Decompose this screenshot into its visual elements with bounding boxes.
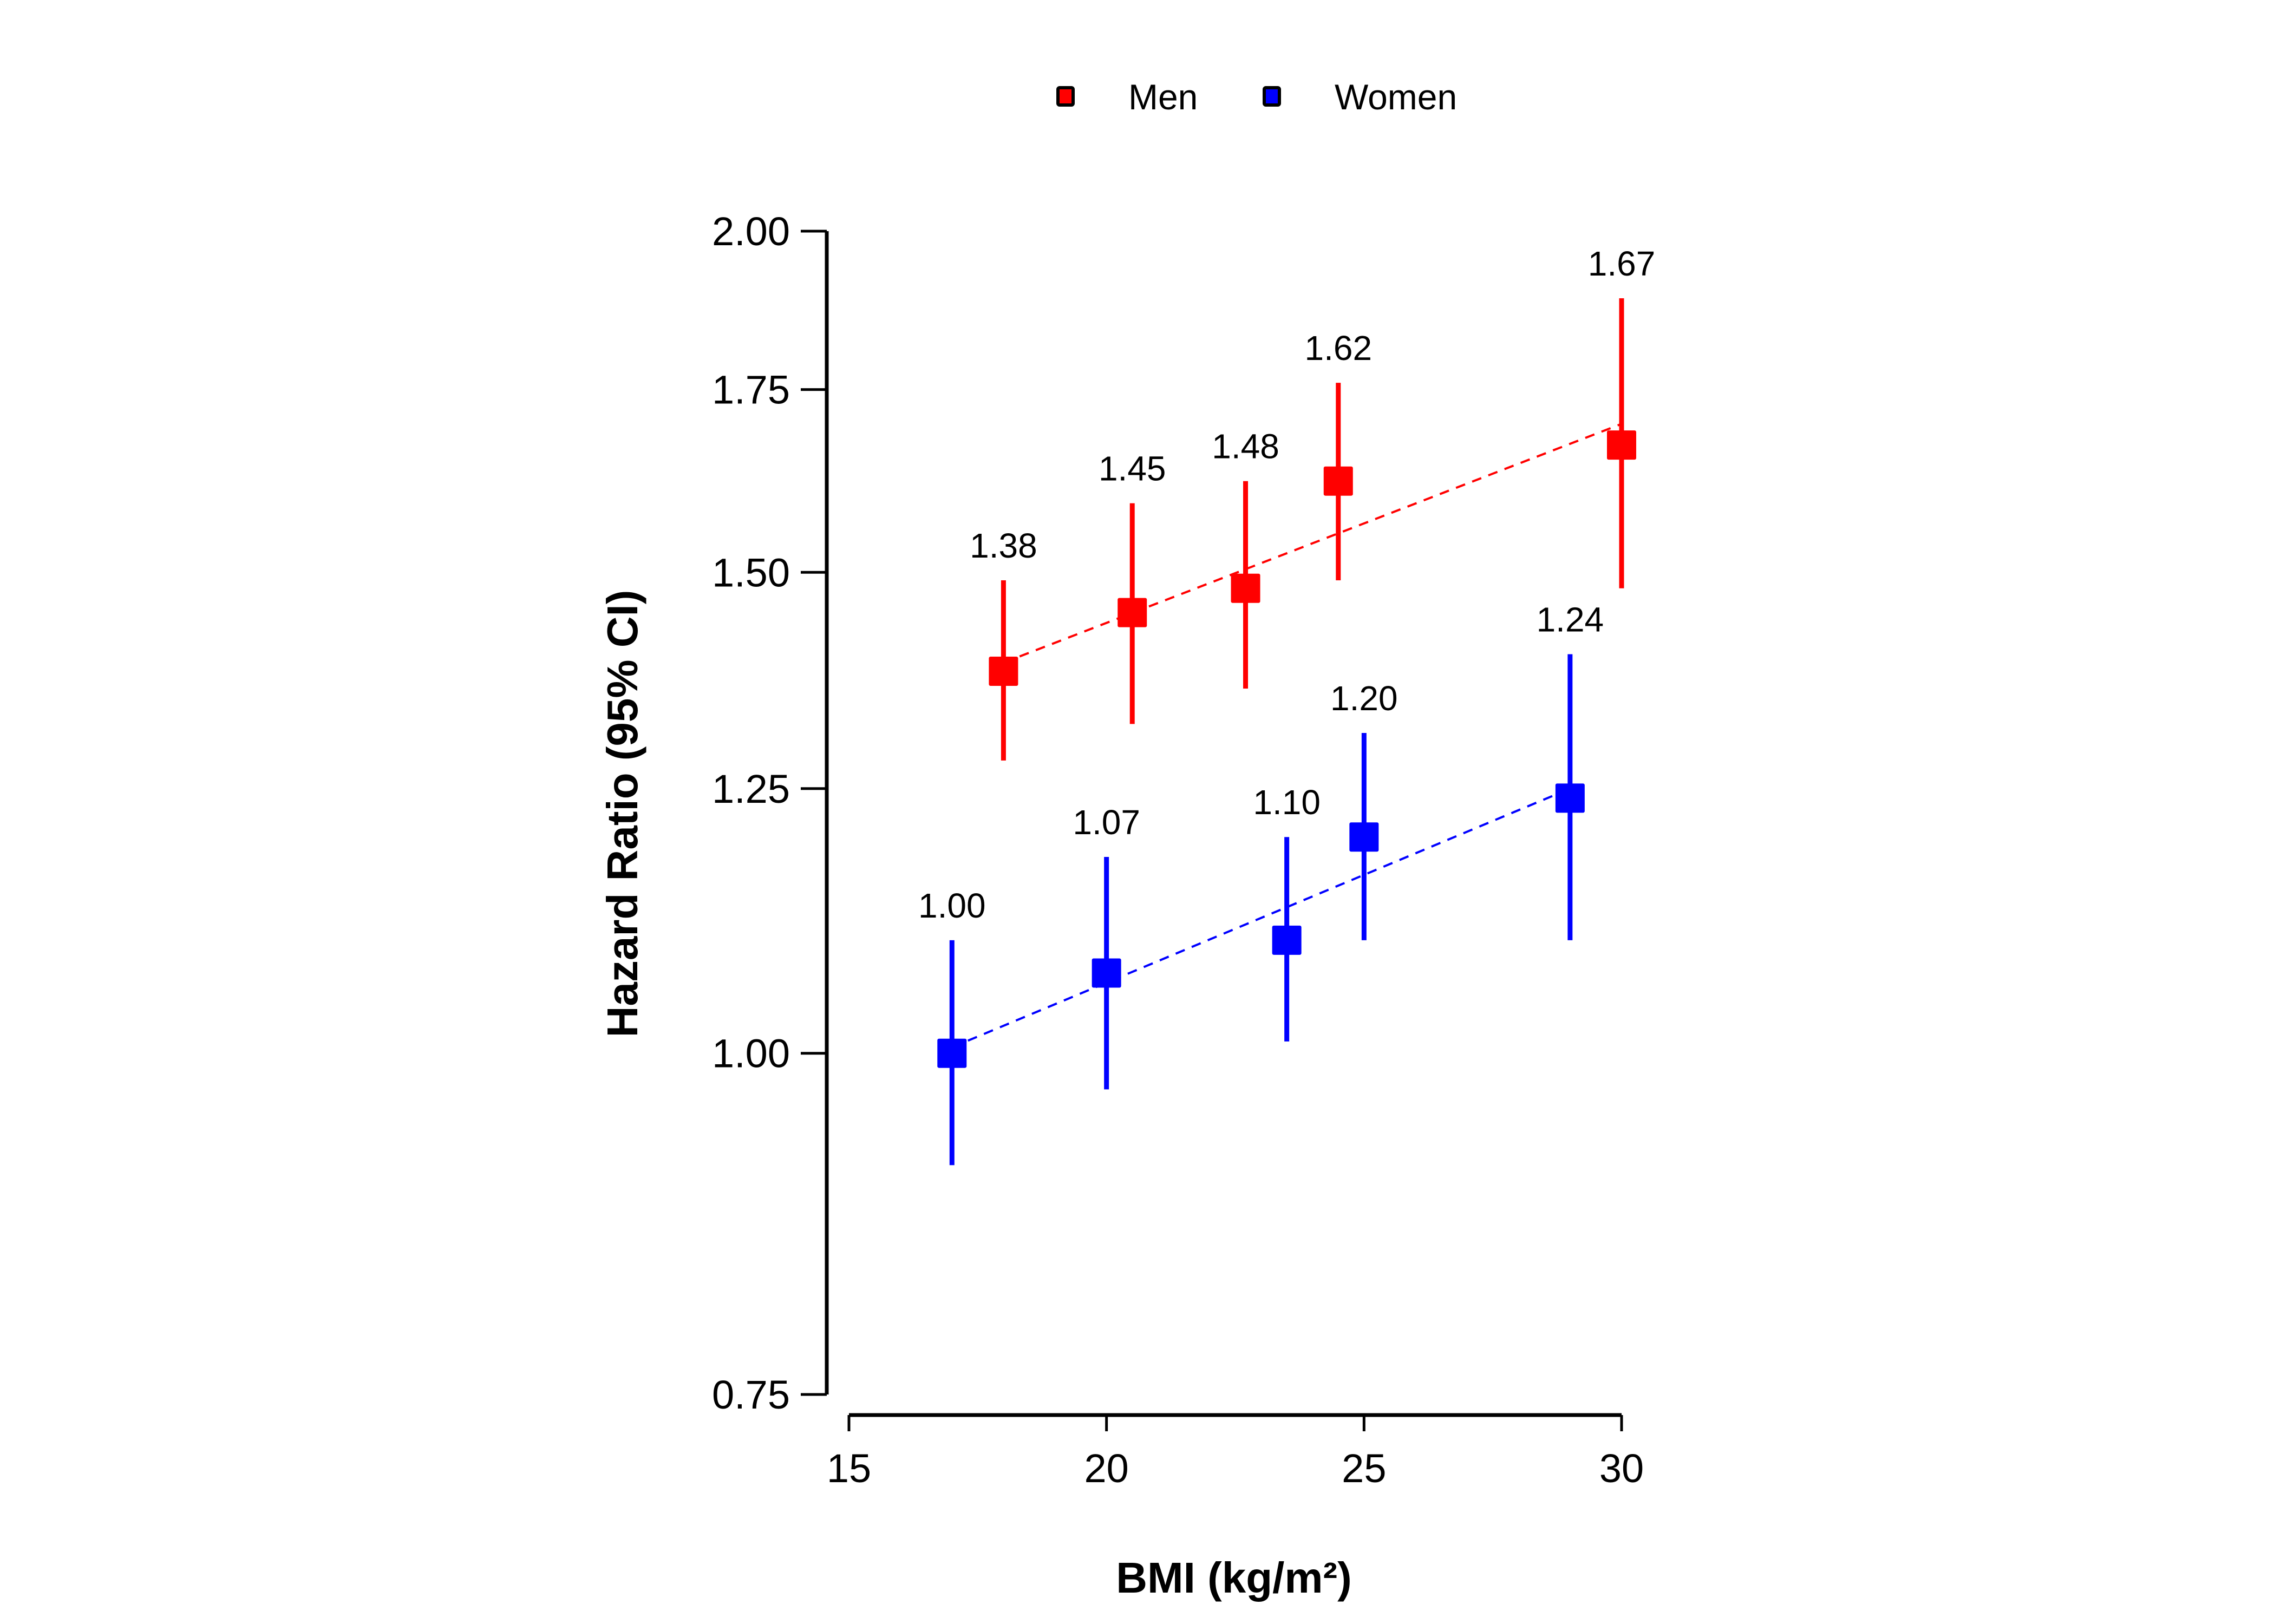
y-tick-label: 1.00 — [712, 1031, 790, 1076]
men-point — [1323, 466, 1353, 496]
women-value-label: 1.20 — [1330, 679, 1398, 718]
y-axis: 0.75 1.00 1.25 1.50 1.75 2.00 — [712, 209, 829, 1417]
x-axis-title: BMI (kg/m²) — [1116, 1554, 1352, 1602]
women-point — [1272, 925, 1302, 955]
men-point-group: 1.48 — [1212, 427, 1279, 689]
women-point — [1349, 822, 1379, 852]
x-tick-label: 30 — [1599, 1446, 1644, 1491]
men-trend-line — [1003, 423, 1622, 664]
women-point-group: 1.20 — [1330, 679, 1398, 940]
y-tick-label: 2.00 — [712, 209, 790, 254]
women-value-label: 1.24 — [1537, 600, 1604, 639]
men-point-group: 1.62 — [1304, 329, 1372, 580]
men-point-group: 1.45 — [1099, 449, 1166, 724]
men-value-label: 1.38 — [970, 526, 1037, 565]
women-point — [1555, 783, 1585, 813]
trend-lines — [951, 423, 1622, 1049]
men-value-label: 1.48 — [1212, 427, 1279, 466]
legend: Men Women — [1056, 77, 1457, 117]
legend-swatch-men — [1056, 86, 1075, 107]
women-point-group: 1.10 — [1253, 783, 1321, 1042]
men-point — [1231, 573, 1260, 603]
x-tick-label: 15 — [827, 1446, 871, 1491]
data-marks: 1.38 1.45 1.48 1.62 1.67 1.00 1.07 1.10 1.20 1.24 — [918, 244, 1655, 1165]
y-tick-label: 1.50 — [712, 550, 790, 595]
women-value-label: 1.07 — [1073, 803, 1140, 842]
men-point — [1607, 430, 1636, 460]
x-tick-label: 20 — [1084, 1446, 1129, 1491]
women-point — [1092, 958, 1121, 988]
y-axis-title: Hazard Ratio (95% CI) — [598, 590, 646, 1038]
men-point-group: 1.38 — [970, 526, 1037, 761]
legend-swatch-women — [1263, 86, 1281, 107]
x-axis: 15 20 25 30 — [827, 1413, 1644, 1491]
y-tick-label: 0.75 — [712, 1372, 790, 1417]
legend-label-women: Women — [1335, 77, 1457, 117]
women-value-label: 1.10 — [1253, 783, 1321, 822]
legend-item-women: Women — [1263, 77, 1457, 117]
men-value-label: 1.67 — [1588, 244, 1656, 283]
y-tick-label: 1.75 — [712, 368, 790, 412]
women-value-label: 1.00 — [918, 886, 986, 925]
women-point-group: 1.07 — [1073, 803, 1140, 1090]
men-value-label: 1.62 — [1304, 329, 1372, 368]
legend-label-men: Men — [1128, 77, 1198, 117]
men-value-label: 1.45 — [1099, 449, 1166, 488]
women-point-group: 1.00 — [918, 886, 986, 1165]
women-trend-line — [951, 787, 1571, 1049]
men-point — [1118, 598, 1147, 627]
men-point — [989, 657, 1018, 686]
women-point-group: 1.24 — [1537, 600, 1604, 940]
x-tick-label: 25 — [1342, 1446, 1386, 1491]
legend-item-men: Men — [1056, 77, 1198, 117]
men-point-group: 1.67 — [1588, 244, 1656, 588]
women-point — [937, 1038, 967, 1068]
y-tick-label: 1.25 — [712, 767, 790, 811]
